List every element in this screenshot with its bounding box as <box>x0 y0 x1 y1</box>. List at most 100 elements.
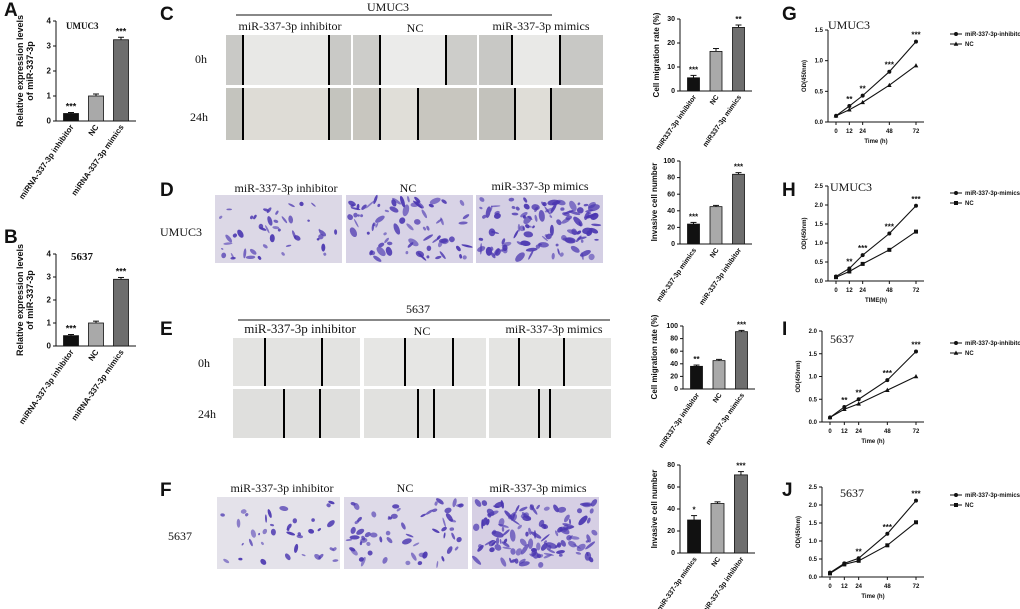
chart-f-xtick-label-1: NC <box>711 556 723 568</box>
chart-b-bar-0 <box>63 335 79 347</box>
cellsF-blob-1-13 <box>396 507 401 512</box>
chart-d-xtick-label-1: NC <box>709 247 721 259</box>
chart-j-xlabel: Time (h) <box>861 594 884 600</box>
chart-f-xtick-label-0: miR-337-3p mimics <box>656 556 698 609</box>
cellsD-blob-0-44 <box>272 226 280 230</box>
cellsD-blob-1-34 <box>421 209 428 219</box>
chart-h-point-0-3 <box>887 231 892 236</box>
cellsF-blob-0-4 <box>262 528 268 535</box>
cellsD-blob-2-89 <box>541 201 546 207</box>
cellsF-blob-2-83 <box>589 508 594 514</box>
chart-i-sig-3: *** <box>883 369 893 378</box>
cellsF-blob-2-78 <box>474 499 482 507</box>
cellsD-blob-0-20 <box>249 248 257 255</box>
cellsD-blob-1-51 <box>437 240 443 248</box>
cellsD-blob-2-91 <box>562 212 570 217</box>
cellsF-blob-1-41 <box>444 507 452 514</box>
cellsD-blob-1-2 <box>347 214 353 221</box>
cellsF-blob-1-2 <box>443 532 446 539</box>
chart-h-legend-label-1: NC <box>965 201 974 207</box>
cellsF-blob-2-25 <box>472 555 482 565</box>
chart-i-point-0-4 <box>914 349 918 354</box>
cellsF-blob-1-48 <box>371 511 377 518</box>
cellsD-blob-2-40 <box>508 197 515 202</box>
panel-e-row-label-24h: 24h <box>198 407 216 421</box>
cellsF-blob-2-54 <box>504 510 513 519</box>
cellsD-blob-1-22 <box>375 215 385 223</box>
cellsD-blob-2-73 <box>556 219 562 226</box>
chart-b-expression-5637: 0 1 2 3 4 Relative expression levelsof miR-33… <box>15 244 136 426</box>
cellsF-blob-1-24 <box>401 522 406 530</box>
cellsF-blob-0-37 <box>238 557 243 561</box>
cellsD-blob-1-15 <box>384 237 389 244</box>
cellsD-blob-1-58 <box>391 199 397 207</box>
chart-j-ytick-label-1: 0.5 <box>809 557 818 563</box>
cellsF-blob-2-50 <box>494 544 502 551</box>
cellsF-blob-0-19 <box>269 523 275 527</box>
panel-e-photo-mimics-0h <box>489 338 611 386</box>
cellsD-blob-0-22 <box>334 229 338 235</box>
chart-b-ytick-label-4: 4 <box>47 249 52 258</box>
cellsD-blob-1-39 <box>459 199 465 206</box>
cellsD-blob-1-53 <box>366 231 370 235</box>
cellsD-blob-0-28 <box>316 238 320 241</box>
cellsF-blob-1-1 <box>366 541 371 546</box>
chart-d-ytick-label-1: 20 <box>667 225 675 232</box>
chart-g-sig-1: ** <box>846 95 853 104</box>
cellsD-blob-0-37 <box>275 210 279 215</box>
chart-c-ytick-label-1: 10 <box>667 64 675 71</box>
chart-j-point-0-4 <box>914 498 918 503</box>
chart-i-xtick-label-3: 48 <box>884 429 891 435</box>
cellsD-blob-0-36 <box>257 255 262 260</box>
chart-d-ytick-label-2: 40 <box>667 208 675 215</box>
cellsF-blob-1-27 <box>359 541 363 546</box>
panel-d-stained-cells <box>219 194 602 262</box>
cellsD-blob-0-8 <box>299 201 304 207</box>
cellsD-blob-1-21 <box>429 197 441 205</box>
cellsF-blob-2-47 <box>536 504 540 510</box>
cellsF-blob-2-90 <box>518 558 526 564</box>
chart-a-ytick-label-4: 4 <box>47 16 52 25</box>
cellsF-blob-1-6 <box>452 498 457 508</box>
chart-e-ytick-label-5: 100 <box>666 323 678 330</box>
chart-j-ytick-label-5: 2.5 <box>809 485 818 491</box>
cellsF-blob-2-22 <box>511 559 516 563</box>
chart-h-point-0-4 <box>914 203 918 208</box>
cellsF-blob-1-34 <box>454 546 459 551</box>
cellsF-blob-2-104 <box>575 551 582 555</box>
cellsD-blob-2-76 <box>520 240 531 247</box>
cellsD-blob-1-55 <box>356 203 360 210</box>
cellsF-blob-1-8 <box>451 532 456 540</box>
chart-g-point-1-0 <box>833 113 839 118</box>
chart-j-sig-2: ** <box>856 547 863 556</box>
cellsF-blob-2-2 <box>543 540 547 544</box>
chart-i-point-0-3 <box>885 378 890 383</box>
cellsD-blob-0-39 <box>307 219 310 222</box>
cellsD-blob-2-49 <box>586 230 593 237</box>
chart-h-point-0-1 <box>847 266 852 271</box>
cellsF-blob-2-76 <box>590 499 598 507</box>
chart-i-sig-4: *** <box>911 340 921 349</box>
cellsF-blob-2-115 <box>588 556 594 563</box>
cellsF-blob-2-53 <box>563 514 570 523</box>
chart-j-ytick-label-3: 1.5 <box>809 521 818 527</box>
cellsD-blob-2-47 <box>551 252 555 260</box>
chart-e-ytick-label-4: 80 <box>670 336 678 343</box>
chart-g-xlabel: Time (h) <box>864 139 887 145</box>
cellsF-blob-2-9 <box>501 541 510 548</box>
cellsF-blob-1-20 <box>349 535 360 540</box>
chart-h-xlabel: TIME(h) <box>865 298 887 304</box>
chart-e-bar-1 <box>712 360 726 390</box>
chart-j-ytick-label-2: 1.0 <box>809 539 818 545</box>
chart-a-expression-umuc3: 0 1 2 3 4 Relative expression levelsof miR-33… <box>15 15 136 201</box>
chart-j-inset-label: 5637 <box>840 486 864 500</box>
chart-c-ytick-label-0: 0 <box>671 88 675 95</box>
cellsD-blob-0-32 <box>281 216 288 224</box>
cellsD-blob-1-43 <box>349 227 358 238</box>
cellsF-blob-2-12 <box>545 542 558 549</box>
cellsD-blob-2-21 <box>501 238 506 245</box>
chart-c-bar-1 <box>709 51 723 92</box>
cellsF-blob-2-112 <box>562 526 575 531</box>
chart-i-xlabel: Time (h) <box>861 439 884 445</box>
cellsD-blob-0-18 <box>230 252 235 260</box>
